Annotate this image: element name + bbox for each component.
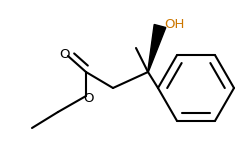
Text: OH: OH — [163, 18, 184, 30]
Text: O: O — [84, 93, 94, 105]
Text: O: O — [60, 48, 70, 60]
Polygon shape — [147, 24, 165, 72]
